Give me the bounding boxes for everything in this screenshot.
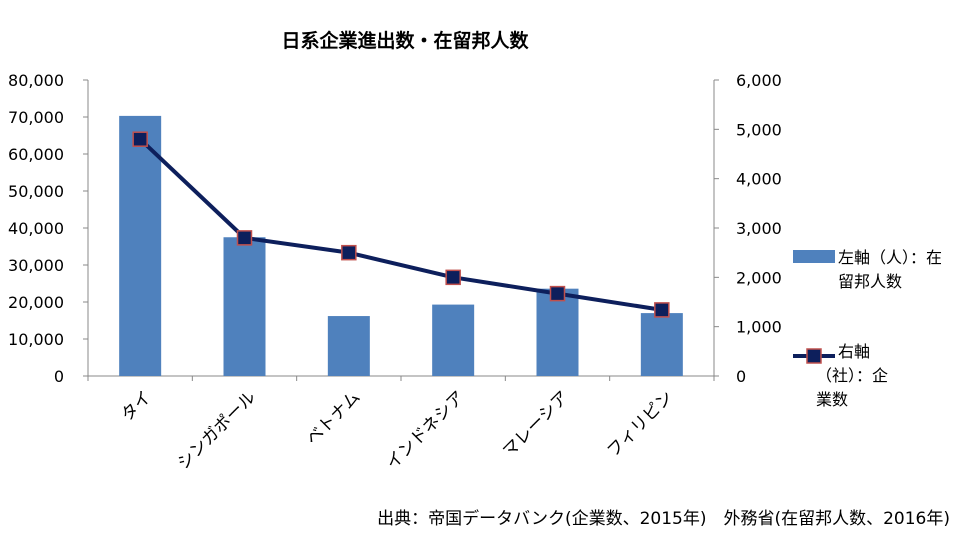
left-tick-label: 50,000 <box>8 182 64 201</box>
line-point <box>549 285 566 302</box>
category-label: インドネシア <box>382 387 468 473</box>
bar <box>640 313 683 376</box>
chart-title: 日系企業進出数・在留邦人数 <box>281 29 529 52</box>
line-point <box>341 244 357 261</box>
left-tick-label: 40,000 <box>8 219 64 238</box>
line-point <box>654 302 670 318</box>
legend-line-label: 業数 <box>816 390 848 409</box>
category-label: マレーシア <box>499 387 573 461</box>
right-tick-label: 3,000 <box>736 219 782 238</box>
category-label: シンガポール <box>174 387 260 473</box>
right-tick-label: 0 <box>736 367 746 386</box>
legend-bar-label: 留邦人数 <box>838 272 902 291</box>
bar <box>223 237 266 376</box>
bar <box>119 115 162 376</box>
line-series <box>132 131 670 318</box>
legend-bar-label: 左軸（人）：在 <box>838 248 942 267</box>
legend-line-label: （社）：企 <box>816 366 888 385</box>
series-line <box>138 137 663 312</box>
source-note: 出典：帝国データバンク(企業数、2015年) 外務省(在留邦人数、2016年) <box>377 508 950 529</box>
axes: 0 10,000 20,000 30,000 40,000 50,000 60,000 70,… <box>8 71 782 386</box>
legend-line-label: 右軸 <box>838 342 870 361</box>
left-tick-label: 20,000 <box>8 293 64 312</box>
bar <box>327 316 370 376</box>
category-labels: タイ シンガポール ベトナム インドネシア マレーシア フィリピン <box>118 387 678 473</box>
right-tick-label: 5,000 <box>736 120 782 139</box>
bar <box>536 288 579 376</box>
category-label: ベトナム <box>302 387 364 449</box>
left-tick-label: 60,000 <box>8 145 64 164</box>
category-label: フィリピン <box>603 387 677 461</box>
bar <box>432 304 475 376</box>
right-tick-label: 4,000 <box>736 170 782 189</box>
category-label: タイ <box>118 387 156 425</box>
left-tick-label: 30,000 <box>8 256 64 275</box>
left-tick-label: 0 <box>54 367 64 386</box>
line-point <box>236 230 253 246</box>
line-point <box>445 269 461 286</box>
legend-bar-swatch <box>793 250 835 263</box>
bar-series <box>119 115 683 376</box>
right-tick-label: 2,000 <box>736 268 782 287</box>
right-tick-label: 6,000 <box>736 71 782 90</box>
left-tick-label: 70,000 <box>8 108 64 127</box>
line-point <box>132 131 148 147</box>
left-tick-label: 10,000 <box>8 330 64 349</box>
legend-line-marker <box>806 348 822 364</box>
left-tick-label: 80,000 <box>8 71 64 90</box>
right-tick-label: 1,000 <box>736 318 782 337</box>
